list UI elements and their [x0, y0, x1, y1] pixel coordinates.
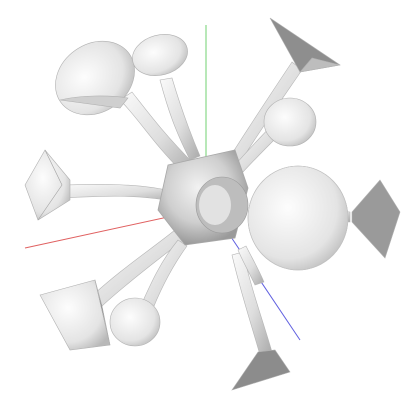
z-axis-line: [224, 227, 301, 341]
funnel-cones: [24, 17, 401, 391]
central-core: [157, 149, 249, 246]
